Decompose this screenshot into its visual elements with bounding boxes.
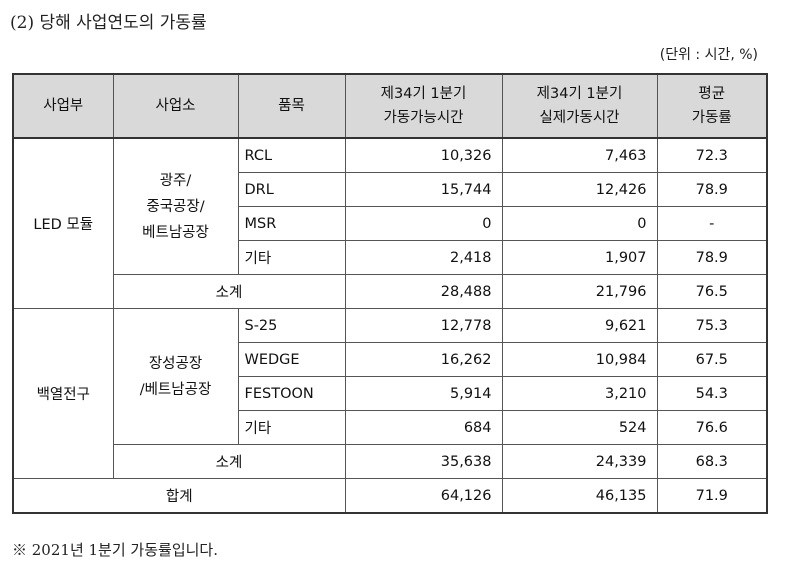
item-cell: FESTOON bbox=[237, 376, 346, 411]
header-avg-line2: 가동률 bbox=[691, 110, 732, 126]
unit-label: (단위 : 시간, %) bbox=[659, 47, 758, 63]
rate-cell: 71.9 bbox=[656, 478, 768, 514]
rate-cell: 76.5 bbox=[656, 274, 768, 309]
table-row: LED 모듈 광주/ 중국공장/ 베트남공장 RCL 10,326 7,463 … bbox=[12, 137, 768, 309]
actual-cell: 9,621 bbox=[501, 308, 658, 343]
rate-cell: 78.9 bbox=[656, 172, 768, 207]
header-possible-line2: 가동가능시간 bbox=[383, 110, 464, 126]
subtotal-label: 소계 bbox=[112, 274, 346, 309]
item-cell: RCL bbox=[237, 137, 346, 173]
item-cell: MSR bbox=[237, 206, 346, 241]
header-possible-hours: 제34기 1분기 가동가능시간 bbox=[344, 73, 503, 139]
possible-cell: 10,326 bbox=[344, 137, 503, 173]
rate-cell: 54.3 bbox=[656, 376, 768, 411]
possible-cell: 0 bbox=[344, 206, 503, 241]
actual-cell: 21,796 bbox=[501, 274, 658, 309]
rate-cell: 75.3 bbox=[656, 308, 768, 343]
possible-cell: 28,488 bbox=[344, 274, 503, 309]
item-cell: 기타 bbox=[237, 240, 346, 275]
item-cell: 기타 bbox=[237, 410, 346, 445]
table-row: 기타 684 524 76.6 bbox=[13, 410, 768, 445]
actual-cell: 10,984 bbox=[501, 342, 658, 377]
header-division: 사업부 bbox=[12, 73, 114, 139]
table-row: 백열전구 장성공장 /베트남공장 S-25 12,778 9,621 75.3 bbox=[12, 308, 768, 479]
site-line: 베트남공장 bbox=[142, 224, 209, 241]
rate-cell: 72.3 bbox=[656, 137, 768, 173]
actual-cell: 3,210 bbox=[501, 376, 658, 411]
header-item: 품목 bbox=[237, 73, 346, 139]
actual-cell: 12,426 bbox=[501, 172, 658, 207]
possible-cell: 5,914 bbox=[344, 376, 503, 411]
possible-cell: 16,262 bbox=[344, 342, 503, 377]
section-title: (2) 당해 사업연도의 가동률 bbox=[10, 13, 207, 33]
actual-cell: 0 bbox=[501, 206, 658, 241]
total-row: 합계 64,126 46,135 71.9 bbox=[12, 478, 768, 514]
rate-cell: 67.5 bbox=[656, 342, 768, 377]
subtotal-row: 소계 35,638 24,339 68.3 bbox=[13, 444, 768, 479]
actual-cell: 1,907 bbox=[501, 240, 658, 275]
table-row: WEDGE 16,262 10,984 67.5 bbox=[13, 342, 768, 377]
division-cell: LED 모듈 bbox=[12, 137, 114, 309]
possible-cell: 15,744 bbox=[344, 172, 503, 207]
subtotal-label: 소계 bbox=[112, 444, 346, 479]
site-line: 장성공장 bbox=[148, 355, 203, 372]
division-cell: 백열전구 bbox=[12, 308, 114, 479]
actual-cell: 7,463 bbox=[501, 137, 658, 173]
table-row: MSR 0 0 - bbox=[13, 206, 768, 241]
site-cell: 장성공장 /베트남공장 bbox=[112, 308, 239, 445]
footnote: ※ 2021년 1분기 가동률입니다. bbox=[12, 541, 218, 559]
rate-cell: 78.9 bbox=[656, 240, 768, 275]
actual-cell: 24,339 bbox=[501, 444, 658, 479]
header-avg-rate: 평균 가동률 bbox=[656, 73, 768, 139]
site-line: 중국공장/ bbox=[146, 198, 205, 215]
header-site: 사업소 bbox=[112, 73, 239, 139]
header-row: 사업부 사업소 품목 제34기 1분기 가동가능시간 제34기 1분기 실제가동… bbox=[12, 73, 768, 139]
possible-cell: 2,418 bbox=[344, 240, 503, 275]
rate-cell: 76.6 bbox=[656, 410, 768, 445]
header-avg-line1: 평균 bbox=[698, 86, 726, 102]
actual-cell: 524 bbox=[501, 410, 658, 445]
header-actual-hours: 제34기 1분기 실제가동시간 bbox=[501, 73, 658, 139]
possible-cell: 12,778 bbox=[344, 308, 503, 343]
site-line: 광주/ bbox=[159, 172, 192, 189]
table-row: DRL 15,744 12,426 78.9 bbox=[13, 172, 768, 207]
item-cell: S-25 bbox=[237, 308, 346, 343]
header-actual-line1: 제34기 1분기 bbox=[536, 86, 623, 102]
rate-cell: - bbox=[656, 206, 768, 241]
rate-cell: 68.3 bbox=[656, 444, 768, 479]
possible-cell: 64,126 bbox=[344, 478, 503, 514]
item-cell: WEDGE bbox=[237, 342, 346, 377]
site-cell: 광주/ 중국공장/ 베트남공장 bbox=[112, 137, 239, 275]
header-actual-line2: 실제가동시간 bbox=[539, 110, 620, 126]
item-cell: DRL bbox=[237, 172, 346, 207]
table-row: FESTOON 5,914 3,210 54.3 bbox=[13, 376, 768, 411]
possible-cell: 35,638 bbox=[344, 444, 503, 479]
utilization-table: 사업부 사업소 품목 제34기 1분기 가동가능시간 제34기 1분기 실제가동… bbox=[12, 73, 768, 514]
actual-cell: 46,135 bbox=[501, 478, 658, 514]
subtotal-row: 소계 28,488 21,796 76.5 bbox=[13, 274, 768, 309]
site-line: /베트남공장 bbox=[139, 381, 212, 398]
header-possible-line1: 제34기 1분기 bbox=[380, 86, 467, 102]
possible-cell: 684 bbox=[344, 410, 503, 445]
total-label: 합계 bbox=[12, 478, 346, 514]
